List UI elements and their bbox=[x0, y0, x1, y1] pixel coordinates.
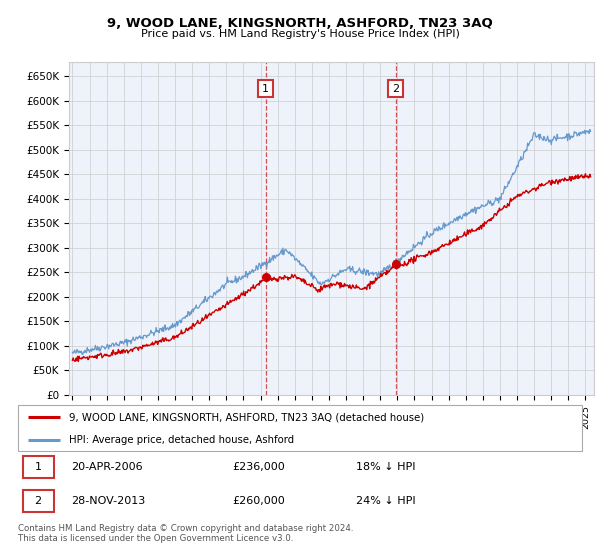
FancyBboxPatch shape bbox=[23, 456, 53, 478]
Text: £260,000: £260,000 bbox=[232, 496, 285, 506]
Text: 1: 1 bbox=[262, 83, 269, 94]
FancyBboxPatch shape bbox=[18, 405, 582, 451]
Text: 9, WOOD LANE, KINGSNORTH, ASHFORD, TN23 3AQ: 9, WOOD LANE, KINGSNORTH, ASHFORD, TN23 … bbox=[107, 17, 493, 30]
FancyBboxPatch shape bbox=[23, 490, 53, 512]
Text: Contains HM Land Registry data © Crown copyright and database right 2024.
This d: Contains HM Land Registry data © Crown c… bbox=[18, 524, 353, 543]
Text: 18% ↓ HPI: 18% ↓ HPI bbox=[356, 462, 416, 472]
Text: 1: 1 bbox=[35, 462, 41, 472]
Text: 2: 2 bbox=[34, 496, 41, 506]
Text: 20-APR-2006: 20-APR-2006 bbox=[71, 462, 143, 472]
Text: 28-NOV-2013: 28-NOV-2013 bbox=[71, 496, 146, 506]
Text: 9, WOOD LANE, KINGSNORTH, ASHFORD, TN23 3AQ (detached house): 9, WOOD LANE, KINGSNORTH, ASHFORD, TN23 … bbox=[69, 412, 424, 422]
Text: 2: 2 bbox=[392, 83, 400, 94]
Text: HPI: Average price, detached house, Ashford: HPI: Average price, detached house, Ashf… bbox=[69, 435, 294, 445]
Text: £236,000: £236,000 bbox=[232, 462, 285, 472]
Text: 24% ↓ HPI: 24% ↓ HPI bbox=[356, 496, 416, 506]
Text: Price paid vs. HM Land Registry's House Price Index (HPI): Price paid vs. HM Land Registry's House … bbox=[140, 29, 460, 39]
